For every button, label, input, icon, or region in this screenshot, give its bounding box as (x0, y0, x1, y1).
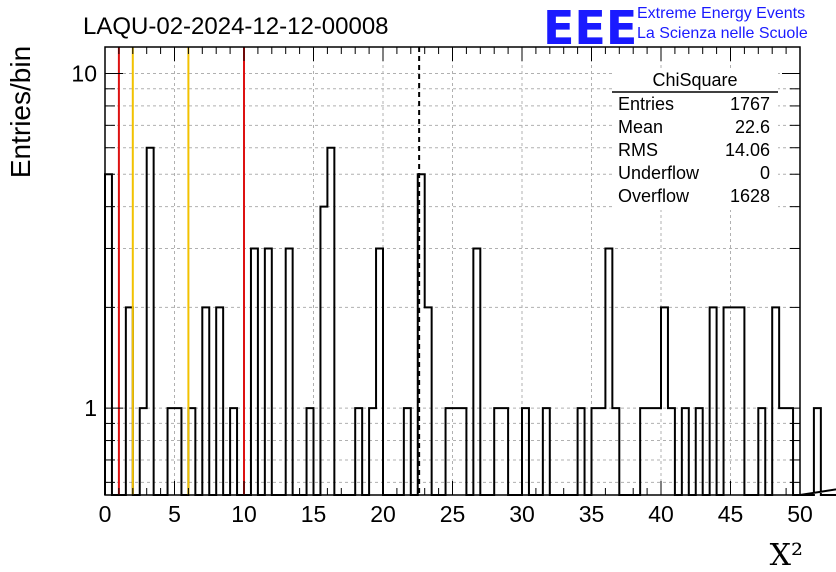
x-tick-label: 45 (718, 501, 744, 527)
histogram-bar (473, 248, 480, 495)
histogram-bar (772, 307, 779, 495)
histogram-bar (147, 148, 154, 495)
eee-logo-line2: La Scienza nelle Scuole (637, 25, 808, 42)
stats-value: 14.06 (725, 140, 770, 160)
histogram-bar (126, 307, 133, 495)
x-tick-label: 20 (370, 501, 396, 527)
stats-box: ChiSquare Entries 1767 Mean 22.6 RMS 14.06 Unde… (612, 70, 778, 210)
histogram-bar (376, 248, 383, 495)
y-axis-title: Entries/bin (5, 46, 36, 178)
x-tick-label: 30 (509, 501, 535, 527)
histogram-bar (286, 248, 293, 495)
histogram-bar (105, 174, 112, 495)
stats-title: ChiSquare (652, 70, 737, 90)
histogram-bar (814, 408, 821, 495)
stats-value: 22.6 (735, 117, 770, 137)
axis-ticks (104, 47, 801, 495)
histogram-bar (710, 307, 717, 495)
y-tick-label: 1 (84, 395, 97, 421)
reference-lines (117, 47, 421, 495)
x-tick-label: 25 (440, 501, 466, 527)
histogram-bar (202, 307, 209, 495)
x-tick-label: 40 (648, 501, 674, 527)
stats-value: 1767 (730, 94, 770, 114)
histogram-bar (320, 207, 327, 495)
x-tick-label: 15 (301, 501, 327, 527)
stats-value: 0 (760, 163, 770, 183)
eee-logo-mark: EEE (543, 1, 637, 55)
x-tick-label: 5 (168, 501, 181, 527)
chart-title: LAQU-02-2024-12-12-00008 (83, 13, 389, 40)
histogram-bar (724, 307, 731, 495)
stats-label: RMS (618, 140, 658, 160)
stats-background (612, 70, 778, 210)
histogram-bar (265, 248, 272, 495)
stats-label: Overflow (618, 186, 690, 206)
x-tick-label: 35 (579, 501, 605, 527)
stats-label: Mean (618, 117, 663, 137)
stats-value: 1628 (730, 186, 770, 206)
stats-label: Entries (618, 94, 674, 114)
histogram-bar (731, 307, 738, 495)
histogram-bar (605, 248, 612, 495)
eee-logo-line1: Extreme Energy Events (637, 5, 805, 22)
histogram-bar (251, 248, 258, 495)
x-tick-label: 0 (99, 501, 112, 527)
histogram-bar (737, 307, 744, 495)
y-tick-label: 10 (71, 60, 97, 86)
eee-logo: EEE Extreme Energy Events La Scienza nel… (543, 1, 808, 55)
x-tick-label: 10 (231, 501, 257, 527)
histogram-bar (327, 148, 334, 495)
histogram-bar (661, 307, 668, 495)
x-axis-title: X² (770, 538, 803, 572)
tick-labels: 0 5 10 15 20 25 30 35 40 45 50 1 10 (71, 60, 812, 527)
histogram-bar (425, 307, 432, 495)
stats-label: Underflow (618, 163, 700, 183)
histogram-bar (216, 307, 223, 495)
x-tick-label: 50 (787, 501, 813, 527)
